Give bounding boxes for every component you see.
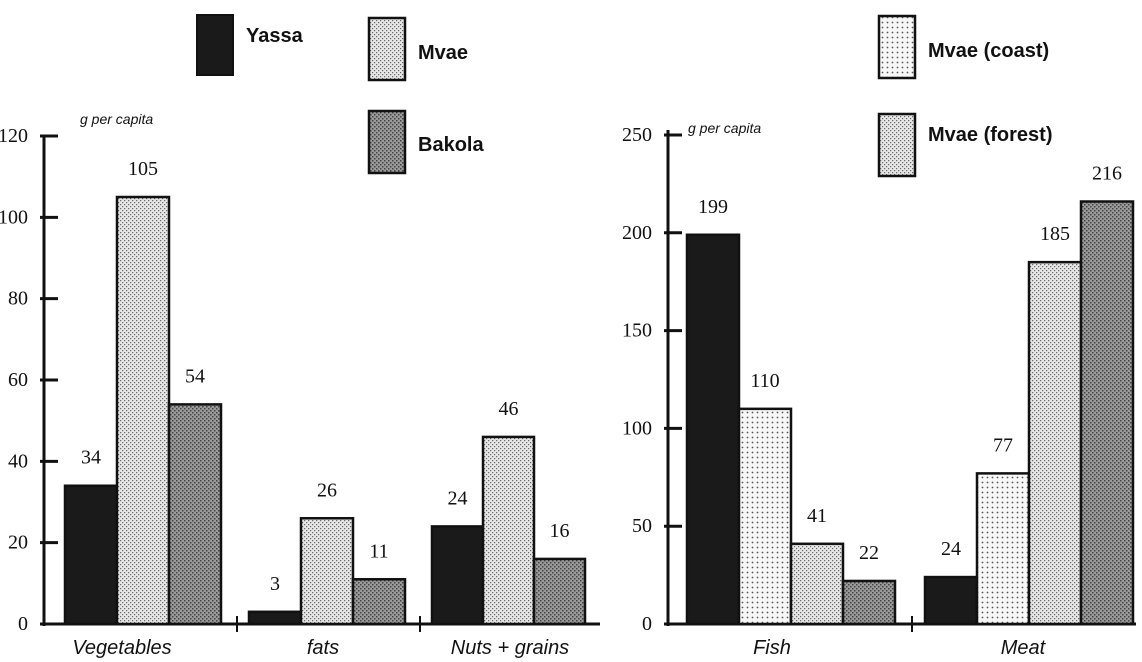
y-tick-label: 50 xyxy=(632,515,652,537)
data-label: 41 xyxy=(807,505,827,527)
y-tick-label: 0 xyxy=(18,613,28,635)
bar xyxy=(1027,260,1083,626)
data-label: 24 xyxy=(941,538,961,560)
legend-label-yassa: Yassa xyxy=(246,25,304,47)
bar xyxy=(532,557,587,626)
right-y-unit-label: g per capita xyxy=(688,120,761,136)
y-tick-label: 120 xyxy=(0,125,28,147)
legend-swatch-mvae-coast xyxy=(877,14,917,80)
y-tick-label: 20 xyxy=(8,532,28,554)
x-category-label: Vegetables xyxy=(72,637,171,659)
y-tick-label: 80 xyxy=(8,288,28,310)
y-tick-label: 250 xyxy=(622,124,652,146)
data-label: 16 xyxy=(550,520,570,542)
bar xyxy=(351,578,407,626)
bar xyxy=(685,233,741,626)
left-legend: Yassa Mvae Bakola xyxy=(196,14,484,175)
bar xyxy=(789,542,845,626)
data-label: 3 xyxy=(270,573,280,595)
data-label: 46 xyxy=(499,398,519,420)
legend-swatch-mvae xyxy=(367,16,407,82)
data-label: 77 xyxy=(993,434,1013,456)
right-legend: Mvae (coast) Mvae (forest) xyxy=(877,14,1052,178)
y-tick-label: 0 xyxy=(642,613,652,635)
bar xyxy=(247,610,303,626)
bar xyxy=(923,575,979,626)
x-category-label: Fish xyxy=(753,637,791,659)
y-tick-label: 100 xyxy=(0,206,28,228)
data-label: 22 xyxy=(859,542,879,564)
y-tick-label: 40 xyxy=(8,450,28,472)
legend-label-bakola: Bakola xyxy=(418,134,484,156)
data-label: 26 xyxy=(317,479,337,501)
legend-swatch-mvae-forest xyxy=(877,112,917,178)
bar xyxy=(63,484,119,626)
data-label: 34 xyxy=(81,447,101,469)
x-category-label: fats xyxy=(307,637,339,659)
y-tick-label: 60 xyxy=(8,369,28,391)
bar xyxy=(430,525,485,626)
y-tick-label: 200 xyxy=(622,222,652,244)
data-label: 11 xyxy=(369,540,388,562)
right-chart: 0 50 100 150 200 250 199 110 41 22 24 77 185 216 Fis… xyxy=(622,120,1136,659)
data-label: 185 xyxy=(1040,223,1070,245)
data-label: 105 xyxy=(128,158,158,180)
bar xyxy=(115,195,171,626)
bar xyxy=(167,403,223,626)
bar xyxy=(841,579,897,626)
data-label: 216 xyxy=(1092,163,1122,185)
left-chart: 0 20 40 60 80 100 120 34 105 54 3 26 11 24 46 16 Veget… xyxy=(0,111,600,659)
data-label: 54 xyxy=(185,365,205,387)
data-label: 110 xyxy=(750,370,779,392)
x-category-label: Meat xyxy=(1001,637,1047,659)
legend-label-mvae: Mvae xyxy=(418,42,468,64)
data-label: 24 xyxy=(448,487,468,509)
legend-label-mvae-forest: Mvae (forest) xyxy=(928,124,1052,146)
bar xyxy=(975,472,1031,626)
y-tick-label: 100 xyxy=(622,417,652,439)
bar xyxy=(1079,200,1135,626)
legend-label-mvae-coast: Mvae (coast) xyxy=(928,40,1049,62)
data-label: 199 xyxy=(698,196,728,218)
left-y-unit-label: g per capita xyxy=(80,111,153,127)
legend-swatch-yassa xyxy=(196,14,234,76)
bar xyxy=(737,407,793,626)
bar xyxy=(481,435,536,626)
y-tick-label: 150 xyxy=(622,320,652,342)
legend-swatch-bakola xyxy=(367,109,407,175)
x-category-label: Nuts + grains xyxy=(451,637,569,659)
bar xyxy=(299,517,355,626)
